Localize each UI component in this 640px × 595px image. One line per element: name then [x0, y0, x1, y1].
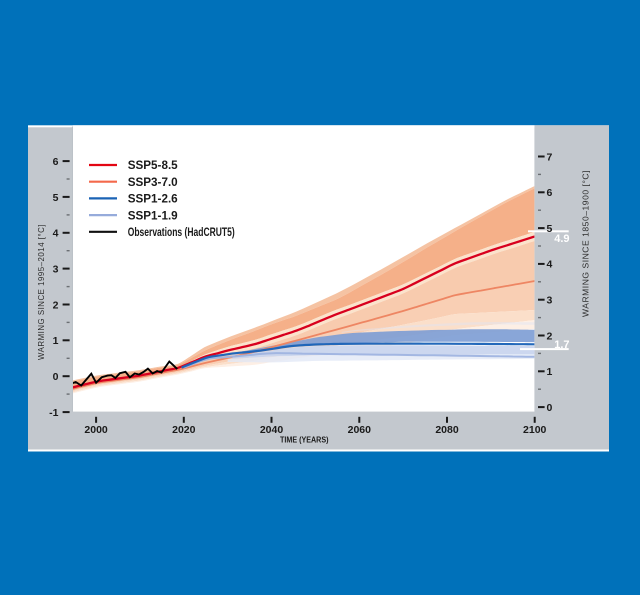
svg-text:2020: 2020 [172, 424, 196, 436]
svg-text:2040: 2040 [260, 424, 284, 436]
svg-text:Observations (HadCRUT5): Observations (HadCRUT5) [128, 225, 235, 239]
svg-text:2: 2 [547, 330, 553, 342]
svg-text:5: 5 [547, 223, 553, 235]
svg-text:6: 6 [53, 156, 59, 168]
svg-text:TIME (YEARS): TIME (YEARS) [280, 435, 329, 445]
svg-text:3: 3 [547, 295, 553, 307]
svg-text:3: 3 [53, 263, 59, 275]
svg-text:SSP3-7.0: SSP3-7.0 [128, 175, 178, 189]
svg-text:2100: 2100 [523, 424, 547, 436]
svg-text:2060: 2060 [348, 424, 372, 436]
svg-text:4: 4 [547, 259, 553, 271]
svg-text:WARMING SINCE 1850–1900 [°C]: WARMING SINCE 1850–1900 [°C] [581, 170, 591, 317]
svg-text:0: 0 [547, 402, 553, 414]
svg-text:4: 4 [53, 228, 59, 240]
svg-text:4.9: 4.9 [554, 233, 569, 245]
svg-text:2000: 2000 [84, 424, 108, 436]
svg-text:7: 7 [547, 151, 553, 163]
svg-text:1: 1 [547, 366, 553, 378]
svg-text:0: 0 [53, 371, 59, 383]
svg-text:1.7: 1.7 [554, 339, 569, 351]
svg-text:WARMING SINCE 1995–2014 [°C]: WARMING SINCE 1995–2014 [°C] [36, 224, 46, 360]
svg-text:5: 5 [53, 192, 59, 204]
svg-text:1: 1 [53, 335, 59, 347]
svg-text:2080: 2080 [435, 424, 459, 436]
svg-text:6: 6 [547, 187, 553, 199]
svg-text:SSP1-2.6: SSP1-2.6 [128, 192, 178, 206]
svg-text:SSP1-1.9: SSP1-1.9 [128, 208, 178, 222]
svg-text:SSP5-8.5: SSP5-8.5 [128, 158, 178, 172]
svg-text:2: 2 [53, 299, 59, 311]
svg-text:-1: -1 [49, 407, 58, 419]
